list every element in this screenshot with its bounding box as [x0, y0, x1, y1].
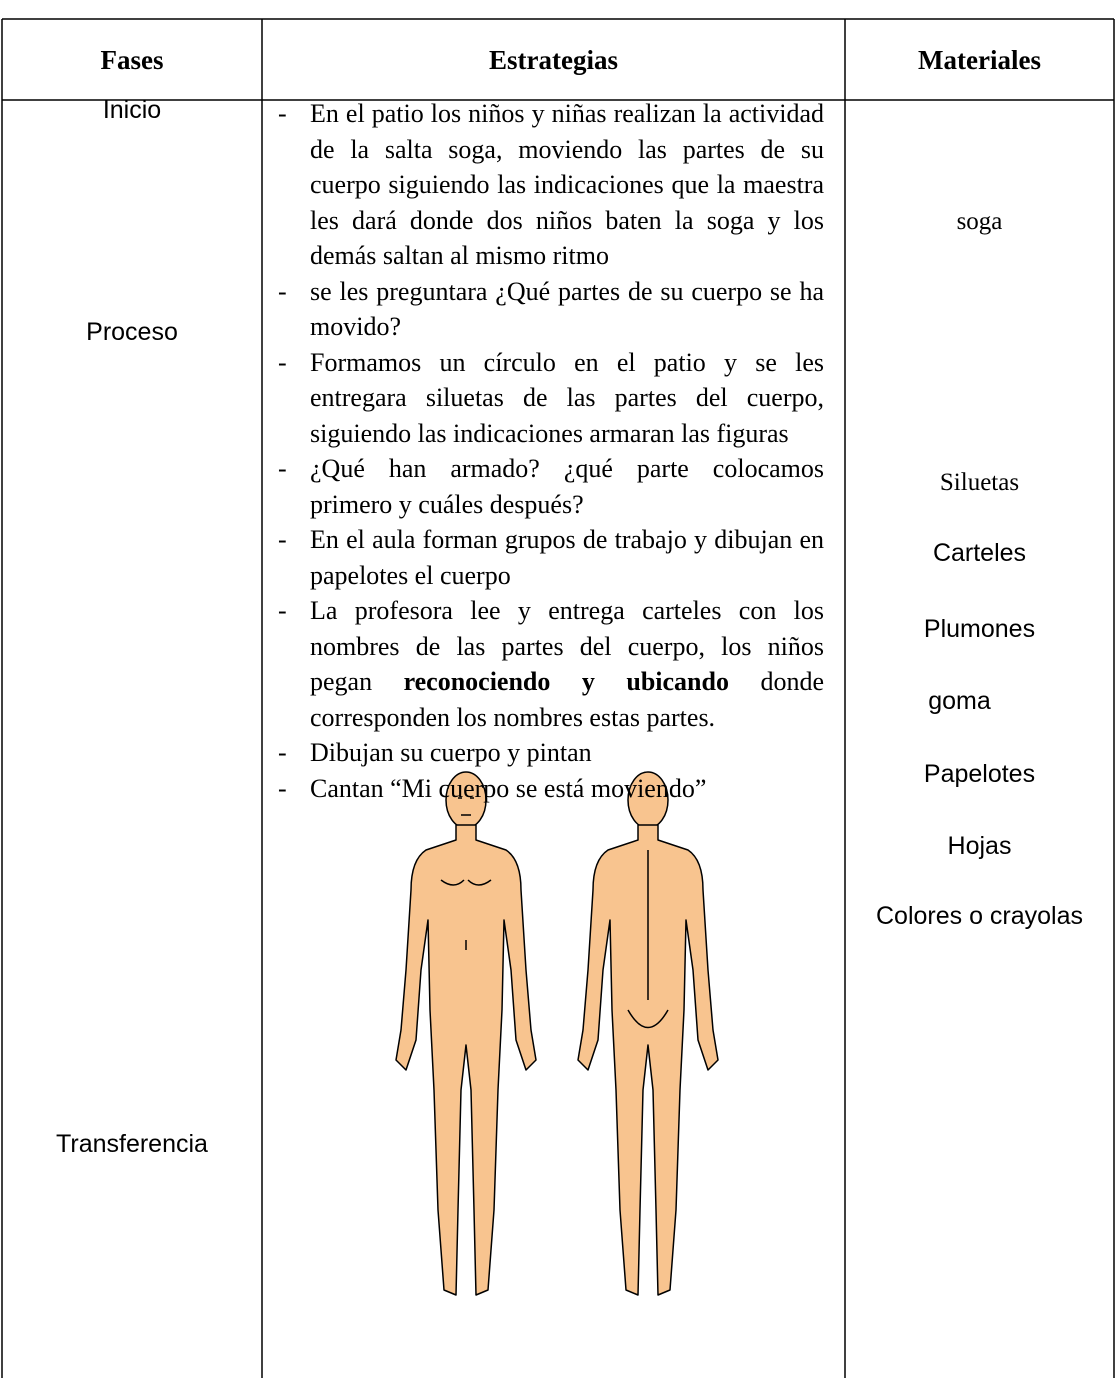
material: soga: [956, 208, 1003, 235]
strategy-item: - Dibujan su cuerpo y pintan: [272, 735, 824, 771]
phase: Proceso: [86, 318, 178, 346]
bullet: -: [278, 773, 287, 803]
material: Plumones: [923, 615, 1036, 643]
strategy-text: donde corresponden los nombres estas par…: [310, 667, 824, 732]
bullet: -: [278, 99, 287, 128]
material: Carteles: [932, 539, 1027, 567]
strategy-list: - En el patio los niños y niñas realizan …: [272, 96, 824, 806]
strategy-item: - La profesora lee y entrega carteles con…: [272, 593, 824, 735]
phase: Inicio: [102, 96, 162, 124]
material: Colores o crayolas: [875, 902, 1084, 930]
body-figures: [395, 771, 719, 1296]
bullet: -: [278, 596, 287, 625]
bullet: -: [278, 276, 287, 306]
strategy-text: Formamos un círculo en el patio y se les…: [310, 347, 824, 448]
phase: Transferencia: [56, 1130, 208, 1158]
strategy-item: - Cantan “Mi cuerpo se está moviendo”: [272, 771, 824, 807]
strategy-text: ¿Qué han armado? ¿qué parte colocamos pr…: [310, 454, 824, 519]
material: Hojas: [947, 832, 1012, 860]
body-back: [577, 771, 719, 1296]
strategy-item: - ¿Qué han armado? ¿qué parte colocamos p…: [272, 451, 824, 522]
bullet: -: [278, 454, 287, 483]
bullet: -: [278, 525, 287, 554]
header-cell: Fases: [100, 44, 164, 75]
strategy-text: se les preguntara ¿Qué partes de su cuer…: [310, 276, 824, 342]
strategy-item: - En el aula forman grupos de trabajo y d…: [272, 522, 824, 593]
header-cell: Materiales: [918, 44, 1041, 75]
bullet: -: [278, 738, 287, 767]
strategy-text: La profesora lee y entrega carteles con …: [310, 596, 824, 696]
strategy-text: Dibujan su cuerpo y pintan: [310, 738, 592, 767]
header-cell: Estrategias: [489, 44, 618, 75]
material: goma: [928, 687, 991, 715]
strategy-item: - En el patio los niños y niñas realizan …: [272, 96, 824, 274]
strategy-text: reconociendo y ubicando: [403, 667, 729, 696]
body-front: [395, 771, 537, 1296]
strategy-item: - Formamos un círculo en el patio y se le…: [272, 345, 824, 452]
material: Siluetas: [939, 469, 1020, 496]
strategy-text: En el patio los niños y niñas realizan l…: [310, 99, 824, 270]
strategy-item: - se les preguntara ¿Qué partes de su cue…: [272, 274, 824, 345]
strategy-text: En el aula forman grupos de trabajo y di…: [310, 525, 824, 590]
material: Papelotes: [923, 760, 1036, 788]
table-lines: [1, 18, 1115, 1378]
strategy-text: Cantan “Mi cuerpo se está moviendo”: [310, 773, 707, 803]
bullet: -: [278, 347, 287, 377]
